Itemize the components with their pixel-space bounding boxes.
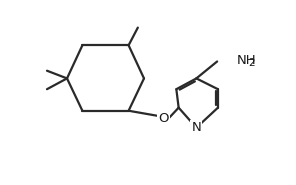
- Text: NH: NH: [237, 54, 257, 67]
- Text: N: N: [192, 121, 201, 134]
- Text: O: O: [158, 112, 168, 125]
- Text: 2: 2: [249, 58, 255, 68]
